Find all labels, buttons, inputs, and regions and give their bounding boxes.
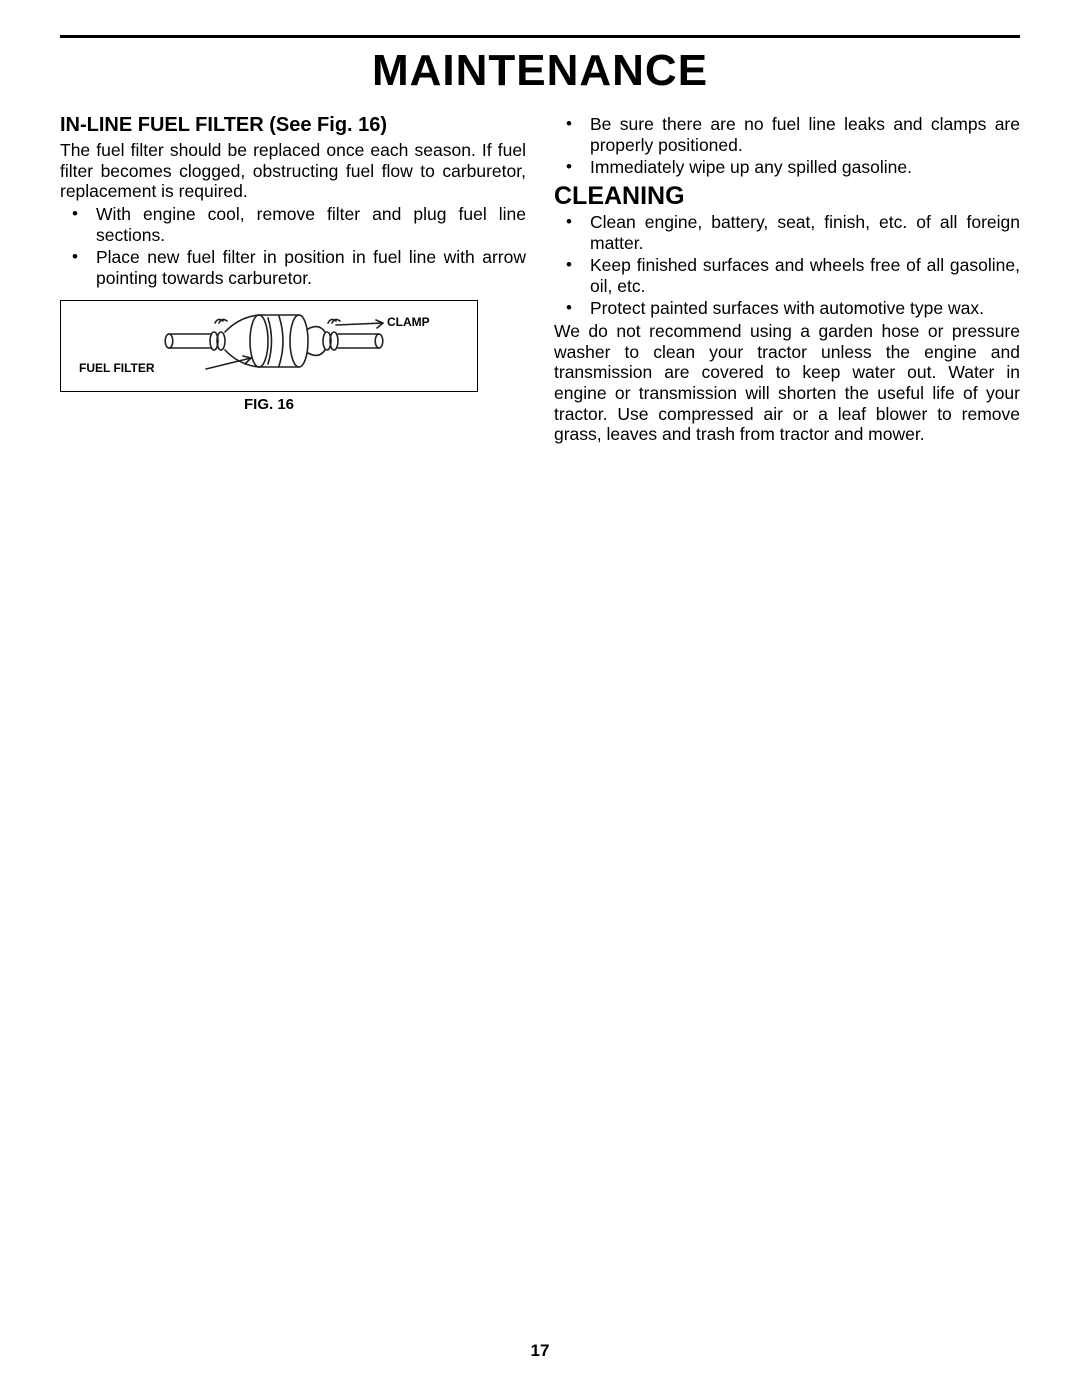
figure-16-box: CLAMP FUEL FILTER bbox=[60, 300, 478, 392]
page-title: MAINTENANCE bbox=[60, 46, 1020, 96]
list-item: Be sure there are no fuel line leaks and… bbox=[554, 114, 1020, 155]
list-item: Protect painted surfaces with automotive… bbox=[554, 298, 1020, 319]
fuel-filter-subheading: IN-LINE FUEL FILTER (See Fig. 16) bbox=[60, 114, 526, 137]
clamp-label: CLAMP bbox=[387, 315, 430, 329]
top-rule bbox=[60, 35, 1020, 38]
list-item: Clean engine, battery, seat, finish, etc… bbox=[554, 212, 1020, 253]
list-item: Place new fuel filter in position in fue… bbox=[60, 247, 526, 288]
content-columns: IN-LINE FUEL FILTER (See Fig. 16) The fu… bbox=[60, 114, 1020, 447]
list-item: Immediately wipe up any spilled gasoline… bbox=[554, 157, 1020, 178]
cleaning-bullets: Clean engine, battery, seat, finish, etc… bbox=[554, 212, 1020, 319]
fuel-filter-followup: Be sure there are no fuel line leaks and… bbox=[554, 114, 1020, 178]
cleaning-closing: We do not recommend using a garden hose … bbox=[554, 321, 1020, 445]
cleaning-heading: CLEANING bbox=[554, 182, 1020, 211]
right-column: Be sure there are no fuel line leaks and… bbox=[554, 114, 1020, 447]
page-number: 17 bbox=[0, 1341, 1080, 1361]
list-item: Keep finished surfaces and wheels free o… bbox=[554, 255, 1020, 296]
fuel-filter-label: FUEL FILTER bbox=[79, 361, 155, 375]
list-item: With engine cool, remove filter and plug… bbox=[60, 204, 526, 245]
figure-caption: FIG. 16 bbox=[60, 396, 478, 413]
fuel-filter-steps: With engine cool, remove filter and plug… bbox=[60, 204, 526, 289]
fuel-filter-intro: The fuel filter should be replaced once … bbox=[60, 140, 526, 202]
left-column: IN-LINE FUEL FILTER (See Fig. 16) The fu… bbox=[60, 114, 526, 447]
